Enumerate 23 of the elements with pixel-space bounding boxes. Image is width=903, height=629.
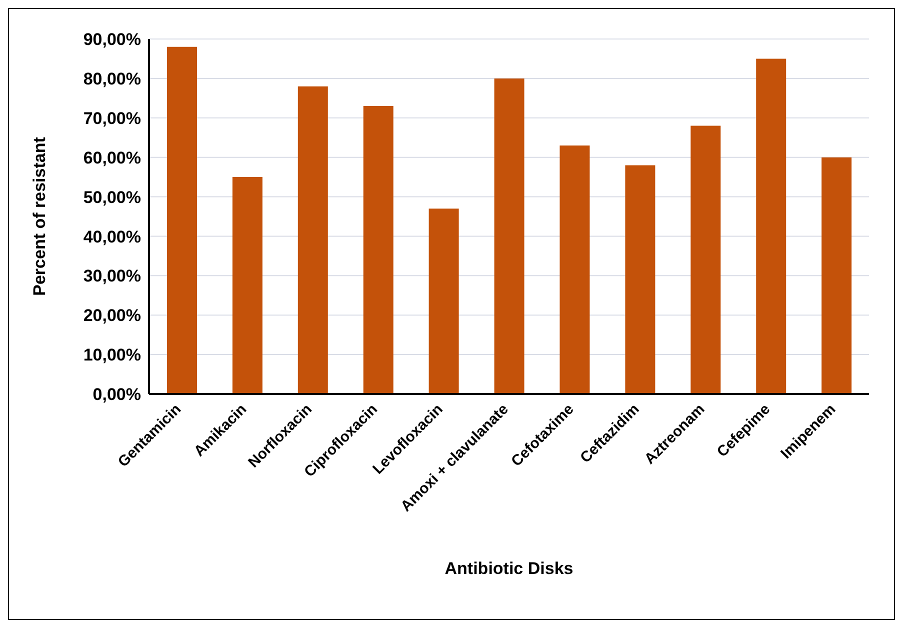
bar <box>690 126 721 394</box>
y-tick-label: 60,00% <box>83 148 141 168</box>
y-tick-label: 90,00% <box>83 30 141 50</box>
y-tick-label: 30,00% <box>83 266 141 286</box>
y-tick-label: 80,00% <box>83 69 141 88</box>
bar <box>428 208 459 394</box>
y-tick-label: 40,00% <box>83 227 141 246</box>
y-tick-label: 50,00% <box>83 188 141 207</box>
y-tick-label: 0,00% <box>92 385 141 404</box>
y-tick-label: 20,00% <box>83 306 141 326</box>
bar <box>494 78 524 394</box>
x-axis-title: Antibiotic Disks <box>444 559 574 578</box>
bar <box>625 165 656 394</box>
bar <box>756 58 786 394</box>
y-tick-label: 10,00% <box>83 346 141 365</box>
bar <box>363 106 394 394</box>
y-tick-label: 70,00% <box>83 108 141 128</box>
bar <box>298 86 328 394</box>
bar <box>167 46 197 394</box>
y-axis-title: Percent of resistant <box>30 136 50 296</box>
bar <box>822 157 852 394</box>
bar <box>232 177 262 394</box>
bar <box>560 146 590 394</box>
